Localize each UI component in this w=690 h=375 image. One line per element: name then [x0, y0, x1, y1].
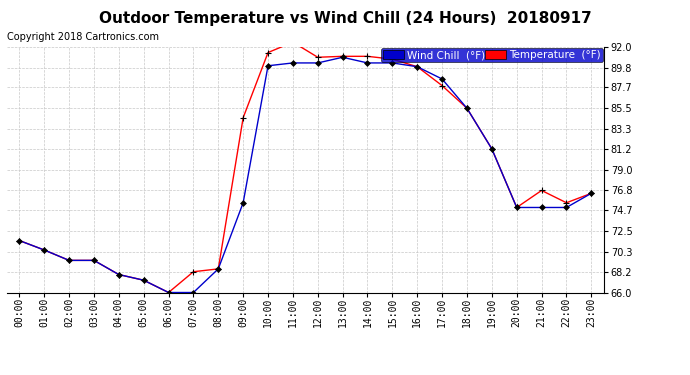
- Text: Outdoor Temperature vs Wind Chill (24 Hours)  20180917: Outdoor Temperature vs Wind Chill (24 Ho…: [99, 11, 591, 26]
- Legend: Wind Chill  (°F), Temperature  (°F): Wind Chill (°F), Temperature (°F): [381, 48, 602, 62]
- Text: Copyright 2018 Cartronics.com: Copyright 2018 Cartronics.com: [7, 32, 159, 42]
